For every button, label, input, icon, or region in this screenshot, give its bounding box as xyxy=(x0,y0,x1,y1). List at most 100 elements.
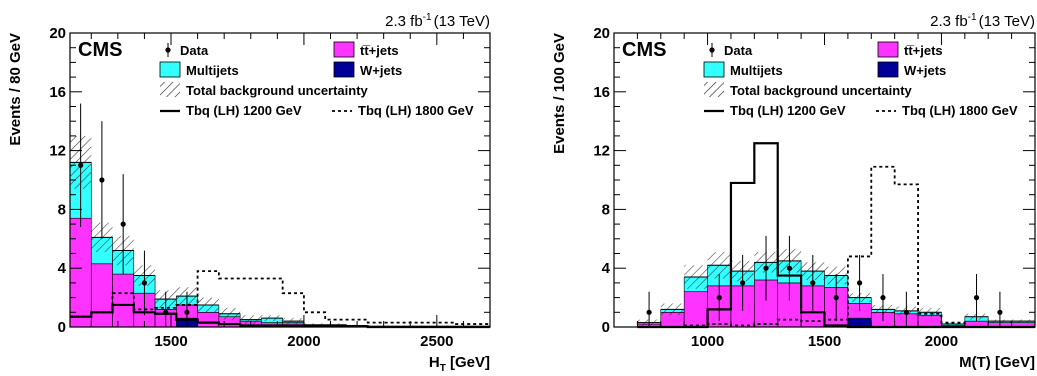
ttbar-bar xyxy=(197,311,220,328)
data-point xyxy=(78,162,84,168)
data-point xyxy=(880,295,886,301)
ttbar-bar xyxy=(90,263,113,328)
cms-label: CMS xyxy=(622,39,666,61)
y-axis-title: Events / 80 GeV xyxy=(7,33,24,146)
data-point xyxy=(810,280,816,286)
uncertainty-band xyxy=(197,297,219,313)
legend-ttbar-label: tt̅+jets xyxy=(360,43,399,58)
energy-label: (13 TeV) xyxy=(979,13,1035,30)
legend-uncertainty-label: Total background uncertainty xyxy=(730,83,913,98)
x-axis-title: HT [GeV] xyxy=(429,354,490,371)
legend-wjets-label: W+jets xyxy=(904,63,946,78)
uncertainty-band xyxy=(303,323,326,327)
legend-multijets-swatch xyxy=(159,61,181,78)
legend-ttbar-label: tt̅+jets xyxy=(904,43,943,58)
y-tick-label: 20 xyxy=(593,25,610,42)
legend-signal1-label: Tbq (LH) 1200 GeV xyxy=(730,103,846,118)
x-axis-title-unit: [GeV] xyxy=(446,354,490,371)
signal-1800-line xyxy=(70,270,490,325)
uncertainty-band xyxy=(282,318,304,325)
y-tick-label: 0 xyxy=(58,319,66,336)
legend-multijets-swatch xyxy=(703,61,725,78)
legend-multijets-label: Multijets xyxy=(186,63,239,78)
x-axis-title-main: H xyxy=(429,354,440,371)
y-tick-label: 12 xyxy=(49,143,66,160)
y-tick-label: 8 xyxy=(58,201,66,218)
y-axis-title: Events / 100 GeV xyxy=(551,33,568,154)
x-axis-title-main: M(T) xyxy=(959,354,991,371)
ttbar-bar xyxy=(683,291,708,328)
y-tick-label: 4 xyxy=(602,260,611,277)
data-point xyxy=(163,309,169,315)
legend-uncertainty-swatch xyxy=(704,82,724,97)
uncertainty-band xyxy=(918,307,942,317)
legend-wjets-swatch xyxy=(333,61,355,78)
y-tick-label: 4 xyxy=(58,260,67,277)
legend-signal2-label: Tbq (LH) 1800 GeV xyxy=(358,103,474,118)
legend-multijets-label: Multijets xyxy=(730,63,783,78)
data-point xyxy=(786,265,793,271)
legend-signal1-label: Tbq (LH) 1200 GeV xyxy=(186,103,302,118)
data-point xyxy=(141,280,148,286)
data-point xyxy=(903,309,909,315)
lumi-label: 2.3 fb-1 (13 TeV) xyxy=(385,12,490,30)
lumi-value: 2.3 fb xyxy=(930,13,968,30)
lumi-exponent: -1 xyxy=(423,12,432,23)
ttbar-bar xyxy=(917,314,942,328)
uncertainty-band xyxy=(261,315,283,322)
y-tick-label: 8 xyxy=(602,201,610,218)
uncertainty-band xyxy=(707,252,731,279)
uncertainty-band xyxy=(240,315,262,325)
legend-ttbar-swatch xyxy=(877,41,899,58)
legend-ttbar-swatch xyxy=(333,41,355,58)
data-point xyxy=(763,265,769,271)
data-point xyxy=(833,295,839,301)
chart-panel-left: 0 4 8 12 16 20 1500 2000 2500 Events / 80 GeV HT [… xyxy=(7,12,491,374)
data-point xyxy=(973,295,980,301)
y-tick-label: 16 xyxy=(593,84,610,101)
energy-label: (13 TeV) xyxy=(434,13,490,30)
legend-data-marker xyxy=(709,47,715,53)
chart-panel-right: 0 4 8 12 16 20 1000 1500 2000 Events / 100 GeV M(T… xyxy=(551,12,1036,371)
x-axis-title: M(T) [GeV] xyxy=(959,354,1035,371)
uncertainty-band xyxy=(1011,319,1035,323)
data-point xyxy=(740,280,746,286)
uncertainty-band xyxy=(941,322,965,326)
data-point xyxy=(997,309,1003,315)
lumi-exponent: -1 xyxy=(968,12,977,23)
data-point xyxy=(646,309,652,315)
uncertainty-band xyxy=(684,265,708,289)
uncertainty-band xyxy=(660,303,685,316)
x-axis-title-unit: [GeV] xyxy=(991,354,1035,371)
ttbar-bar xyxy=(112,273,135,328)
x-tick-label: 1500 xyxy=(154,333,187,350)
ttbar-bar xyxy=(69,217,92,328)
x-tick-label: 1500 xyxy=(808,333,841,350)
x-tick-label: 2000 xyxy=(287,333,320,350)
x-tick-label: 2500 xyxy=(420,333,453,350)
y-tick-label: 12 xyxy=(593,143,610,160)
lumi-label: 2.3 fb-1 (13 TeV) xyxy=(930,12,1035,30)
data-point xyxy=(99,177,105,183)
legend-wjets-swatch xyxy=(877,61,899,78)
legend-signal2-label: Tbq (LH) 1800 GeV xyxy=(902,103,1018,118)
lumi-value: 2.3 fb xyxy=(385,13,423,30)
data-point xyxy=(184,309,190,315)
legend-uncertainty-swatch xyxy=(160,82,180,97)
x-tick-label: 1000 xyxy=(691,333,724,350)
y-tick-label: 0 xyxy=(602,319,610,336)
uncertainty-band xyxy=(325,323,347,327)
wjets-bar xyxy=(847,317,872,328)
legend-wjets-label: W+jets xyxy=(360,63,402,78)
data-point xyxy=(856,280,863,286)
cms-label: CMS xyxy=(78,39,122,61)
y-tick-label: 16 xyxy=(49,84,66,101)
legend-uncertainty-label: Total background uncertainty xyxy=(186,83,369,98)
data-point xyxy=(716,295,722,301)
legend-data-label: Data xyxy=(180,43,209,58)
uncertainty-band xyxy=(218,307,241,320)
y-tick-label: 20 xyxy=(49,25,66,42)
legend-data-marker xyxy=(165,47,171,53)
